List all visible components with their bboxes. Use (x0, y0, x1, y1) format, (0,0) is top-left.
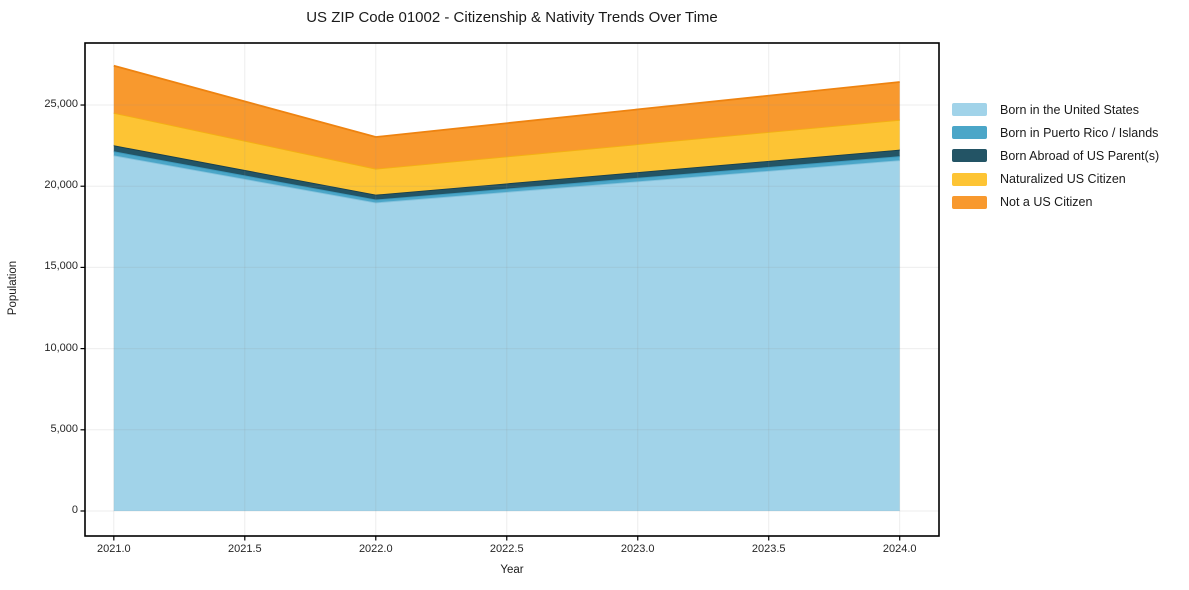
area-series-4 (113, 65, 900, 169)
x-tick-label: 2022.5 (489, 543, 524, 555)
legend-label: Not a US Citizen (1000, 195, 1093, 210)
legend-swatch (952, 149, 987, 163)
x-axis-label: Year (500, 564, 524, 576)
legend-swatch (952, 195, 987, 209)
legend-item: Born in the United States (952, 102, 1159, 117)
y-tick-label: 10,000 (44, 341, 78, 354)
area-series-1 (113, 151, 900, 203)
legend: Born in the United States Born in Puerto … (952, 103, 1159, 219)
legend-label: Naturalized US Citizen (1000, 172, 1126, 187)
x-tick-label: 2024.0 (882, 543, 917, 555)
legend-item: Not a US Citizen (952, 195, 1159, 210)
legend-label: Born Abroad of US Parent(s) (1000, 148, 1160, 163)
y-tick-label: 20,000 (44, 179, 78, 192)
area-series-4-edge (113, 64, 900, 138)
area-series-0 (113, 155, 900, 511)
y-tick-label: 25,000 (44, 98, 78, 111)
x-tick-label: 2021.5 (227, 543, 262, 555)
legend-swatch (952, 126, 987, 140)
x-tick-label: 2022.0 (358, 543, 393, 555)
x-tick-label: 2023.5 (751, 543, 786, 555)
y-tick-label: 5,000 (50, 422, 78, 435)
legend-item: Naturalized US Citizen (952, 172, 1159, 187)
chart-title: US ZIP Code 01002 - Citizenship & Nativi… (306, 9, 718, 26)
area-series-3 (113, 112, 900, 195)
legend-item: Born in Puerto Rico / Islands (952, 125, 1159, 140)
x-tick-label: 2021.0 (96, 543, 131, 555)
legend-label: Born in Puerto Rico / Islands (1000, 125, 1159, 140)
x-tick-label: 2023.0 (620, 543, 655, 555)
legend-label: Born in the United States (1000, 102, 1139, 117)
y-tick-label: 0 (71, 503, 78, 516)
legend-swatch (952, 172, 987, 186)
area-series-2 (113, 145, 900, 200)
plot-border (84, 42, 940, 537)
legend-item: Born Abroad of US Parent(s) (952, 148, 1160, 163)
legend-swatch (952, 103, 987, 116)
y-tick-label: 15,000 (44, 260, 78, 273)
